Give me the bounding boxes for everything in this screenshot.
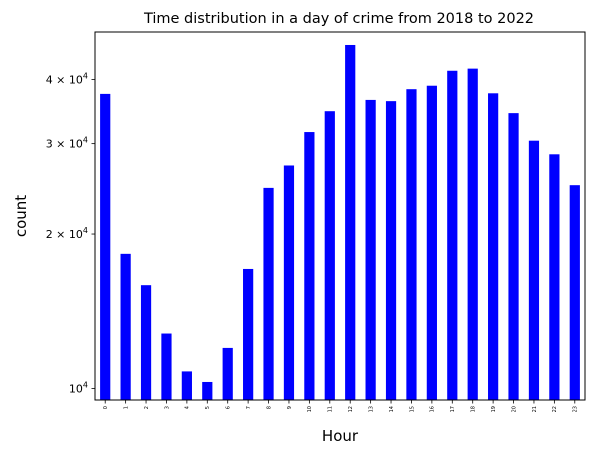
bar-hour-15 — [406, 89, 417, 400]
x-tick-label: 1 — [123, 406, 129, 409]
y-tick-label: 4 × 104 — [46, 72, 88, 87]
bar-hour-5 — [202, 381, 213, 400]
y-axis-label: count — [12, 195, 30, 237]
bar-hour-13 — [365, 99, 376, 401]
x-tick-label: 22 — [552, 406, 558, 412]
x-tick-label: 4 — [185, 406, 191, 409]
x-tick-label: 23 — [573, 406, 579, 412]
x-tick-label: 3 — [164, 406, 170, 409]
x-tick-label: 16 — [430, 406, 436, 412]
x-tick-label: 14 — [389, 406, 395, 412]
x-tick-label: 18 — [471, 406, 477, 412]
bars-group — [100, 44, 580, 401]
bar-hour-8 — [263, 187, 274, 400]
plot-frame — [94, 31, 586, 401]
bar-hour-23 — [569, 185, 580, 400]
bar-hour-7 — [243, 268, 254, 400]
x-tick-label: 11 — [328, 406, 334, 412]
x-tick-label: 21 — [532, 406, 538, 412]
x-tick-label: 19 — [491, 406, 497, 412]
x-tick-label: 17 — [450, 406, 456, 412]
y-tick-label: 104 — [69, 381, 88, 396]
bar-hour-18 — [467, 68, 478, 400]
y-tick-label: 3 × 104 — [46, 136, 88, 151]
x-tick-label: 6 — [226, 406, 232, 409]
x-tick-label: 10 — [307, 406, 313, 412]
bar-hour-6 — [222, 347, 233, 400]
bar-hour-20 — [508, 113, 519, 400]
bar-hour-12 — [345, 44, 356, 401]
x-tick-label: 2 — [144, 406, 150, 409]
bar-hour-11 — [324, 111, 335, 400]
bar-hour-3 — [161, 333, 172, 400]
bar-hour-1 — [120, 253, 131, 400]
bar-hour-16 — [426, 85, 437, 400]
y-tick-label: 2 × 104 — [46, 226, 88, 241]
x-tick-label: 12 — [348, 406, 354, 412]
x-tick-label: 8 — [266, 406, 272, 409]
bar-hour-0 — [100, 93, 111, 401]
x-tick-label: 20 — [511, 406, 517, 412]
x-tick-label: 9 — [287, 406, 293, 409]
bar-hour-17 — [447, 70, 458, 400]
bar-hour-22 — [549, 154, 560, 400]
x-tick-label: 7 — [246, 406, 252, 409]
bar-hour-19 — [488, 93, 499, 401]
x-tick-label: 0 — [103, 406, 109, 409]
x-tick-label: 15 — [409, 406, 415, 412]
x-axis: 0 1 2 3 4 5 6 7 8 9 10 11 12 13 14 15 16 17 18 19 20 21 22 23 — [103, 400, 579, 412]
bar-hour-2 — [140, 285, 152, 400]
x-tick-label: 13 — [368, 406, 374, 412]
bar-hour-4 — [181, 371, 192, 400]
bar-hour-21 — [528, 140, 540, 400]
chart-title: Time distribution in a day of crime from… — [143, 11, 534, 27]
x-axis-label: Hour — [322, 427, 359, 445]
bar-hour-10 — [304, 132, 315, 401]
x-tick-label: 5 — [205, 406, 211, 409]
bar-hour-14 — [385, 101, 397, 400]
y-axis: 104 2 × 104 3 × 104 4 × 104 — [46, 72, 95, 396]
bar-hour-9 — [283, 165, 295, 400]
